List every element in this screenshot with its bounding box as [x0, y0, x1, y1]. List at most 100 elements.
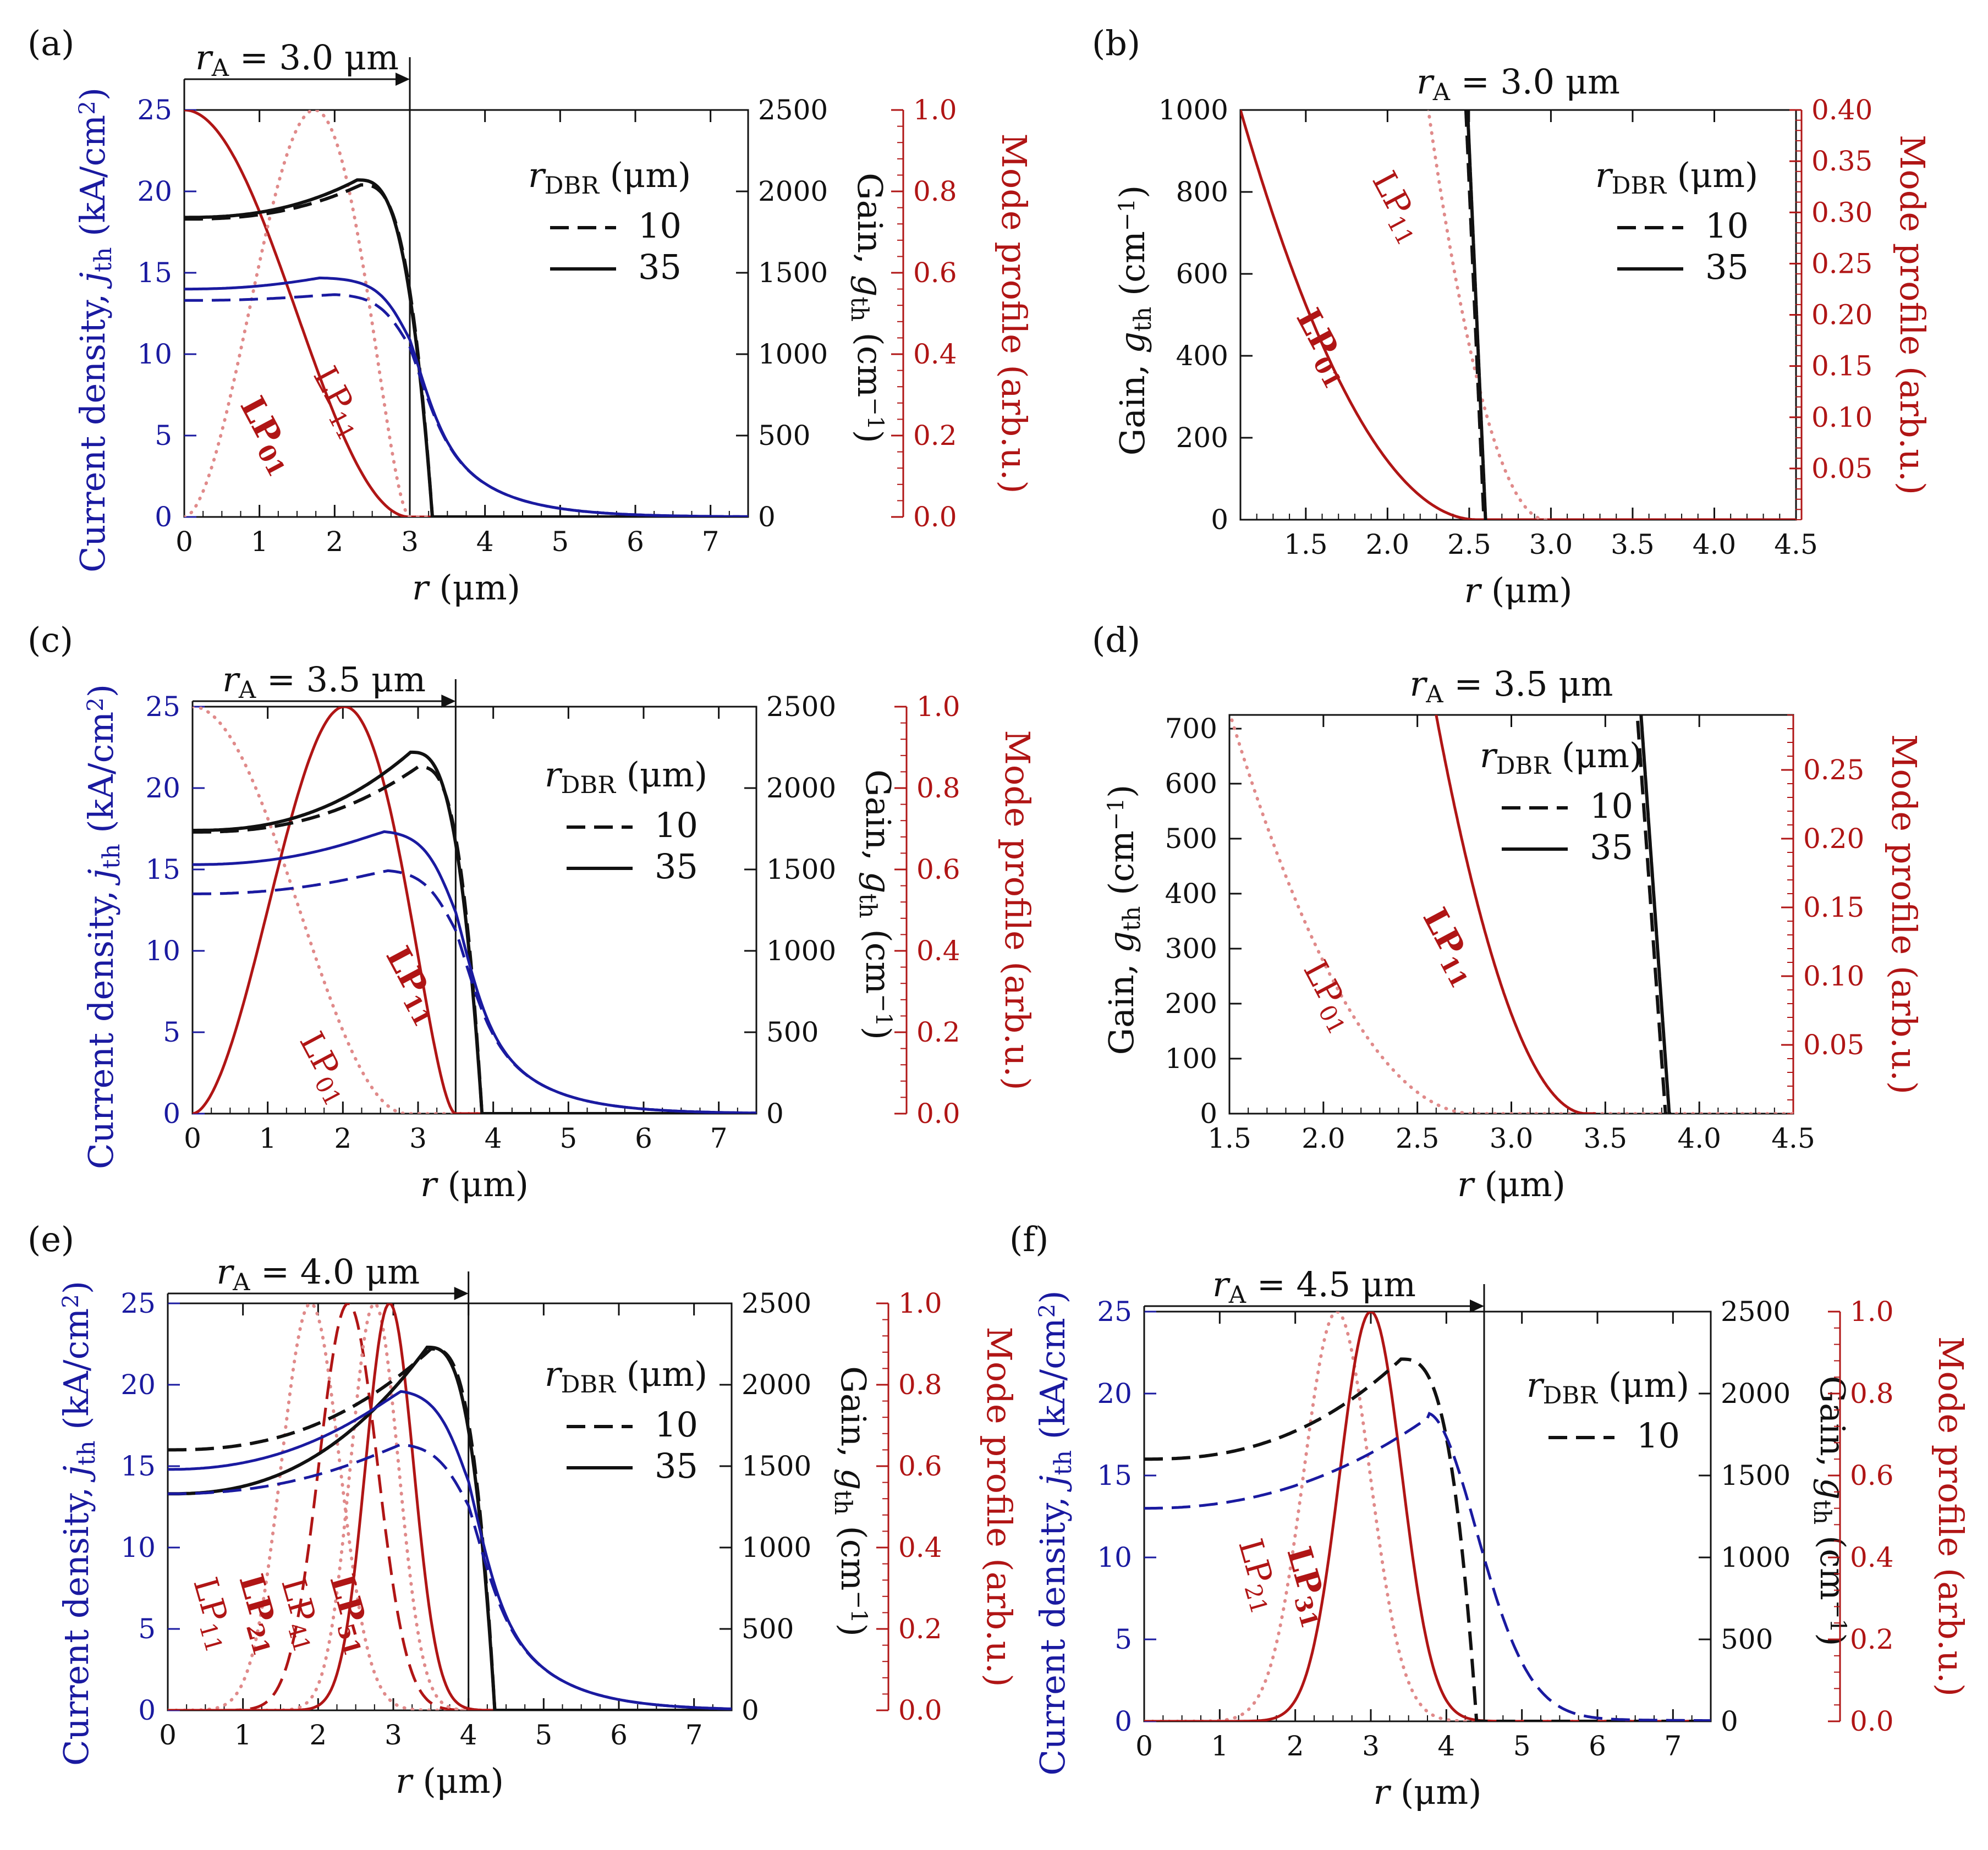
- mode-LP11-line: [1435, 715, 1596, 1114]
- jth-tick-label: 0: [163, 1098, 180, 1130]
- legend-title: rDBR (μm): [1480, 735, 1643, 780]
- gain-axis-label: Gain, gth (cm−1): [1112, 185, 1157, 456]
- mode-tick-label: 0.15: [1811, 350, 1872, 382]
- jth-tick-label: 10: [137, 338, 172, 370]
- x-tick-label: 1: [259, 1122, 277, 1154]
- panel-label: (e): [28, 1219, 74, 1259]
- mode-tick-label: 0.20: [1803, 823, 1864, 855]
- gain-axis-label: Gain, gth (cm−1): [1808, 1376, 1853, 1647]
- jth-tick-label: 25: [1097, 1296, 1132, 1328]
- plot-area: [1240, 110, 1796, 520]
- jth-10-line: [168, 1443, 732, 1710]
- legend-entry: 35: [638, 247, 682, 287]
- x-tick-label: 2.0: [1301, 1122, 1346, 1154]
- x-tick-label: 3: [385, 1719, 402, 1751]
- mode-LP21-line: [168, 1303, 732, 1710]
- rA-label: rA = 3.5 μm: [222, 659, 426, 704]
- mode-tick-label: 0.2: [1850, 1623, 1894, 1655]
- mode-tick-label: 0.0: [898, 1694, 942, 1726]
- x-tick-label: 5: [559, 1122, 577, 1154]
- mode-tick-label: 1.0: [916, 691, 960, 723]
- plot-area: [184, 110, 748, 517]
- mode-tick-label: 1.0: [1850, 1296, 1894, 1328]
- gain-tick-label: 400: [1176, 340, 1228, 372]
- gain-35-line: [1639, 715, 1671, 1114]
- jth-tick-label: 10: [145, 935, 180, 967]
- mode-LP11-line: [193, 707, 756, 1114]
- jth-tick-label: 10: [120, 1532, 156, 1563]
- jth-tick-label: 20: [145, 772, 180, 804]
- mode-LP31-line: [1144, 1312, 1711, 1721]
- x-tick-label: 0: [1135, 1730, 1153, 1762]
- plot-area: [1229, 715, 1793, 1114]
- gain-10-line: [184, 183, 748, 517]
- jth-10-line: [184, 293, 748, 517]
- x-tick-label: 3.5: [1584, 1122, 1628, 1154]
- legend-title: rDBR (μm): [1526, 1365, 1689, 1409]
- mode-tick-label: 0.05: [1803, 1029, 1864, 1061]
- mode-tick-label: 0.6: [913, 257, 957, 289]
- legend-title: rDBR (μm): [1595, 155, 1758, 200]
- jth-tick-label: 5: [155, 420, 172, 452]
- jth-tick-label: 25: [137, 94, 172, 126]
- x-tick-label: 3: [1362, 1730, 1380, 1762]
- x-tick-label: 2.0: [1366, 528, 1410, 560]
- jth-35-line: [168, 1390, 732, 1710]
- mode-tick-label: 0.25: [1803, 754, 1864, 786]
- rA-arrow-head: [454, 1287, 469, 1300]
- gain-10-line: [168, 1347, 732, 1710]
- mode-tick-label: 0.4: [913, 338, 957, 370]
- rA-arrow-head: [1470, 1300, 1484, 1313]
- mode-axis-label: Mode profile (arb.u.): [994, 133, 1034, 493]
- x-tick-label: 2.5: [1396, 1122, 1440, 1154]
- mode-axis-label: Mode profile (arb.u.): [1931, 1336, 1971, 1697]
- legend-entry: 10: [638, 206, 682, 246]
- jth-tick-label: 5: [138, 1613, 156, 1645]
- gain-tick-label: 1000: [758, 338, 828, 370]
- gain-tick-label: 500: [1165, 823, 1217, 855]
- jth-tick-label: 15: [120, 1450, 156, 1482]
- legend-entry: 35: [1590, 827, 1633, 867]
- gain-tick-label: 1000: [742, 1532, 811, 1563]
- panel-f: (f) 0 1 2 3 4 5 6 7 r (μm) 0 5 10 15 20 25 Current densi…: [1009, 1219, 1971, 1812]
- gain-10-line: [1464, 110, 1486, 520]
- legend-title: rDBR (μm): [545, 1354, 707, 1398]
- jth-tick-label: 0: [1114, 1705, 1132, 1737]
- mode-tick-label: 0.05: [1811, 453, 1872, 484]
- x-tick-label: 5: [1513, 1730, 1531, 1762]
- mode-tick-label: 0.4: [1850, 1541, 1894, 1573]
- gain-tick-label: 1000: [766, 935, 836, 967]
- gain-tick-label: 2500: [742, 1287, 811, 1319]
- legend-entry: 35: [655, 846, 698, 887]
- gain-tick-label: 500: [742, 1613, 794, 1645]
- x-tick-label: 6: [1589, 1730, 1606, 1762]
- mode-tick-label: 0.30: [1811, 196, 1872, 228]
- x-tick-label: 2: [309, 1719, 327, 1751]
- x-tick-label: 1: [251, 526, 268, 558]
- gain-tick-label: 0: [1211, 504, 1228, 536]
- mode-label-LP11: LP11: [1412, 902, 1487, 993]
- rA-label: rA = 3.0 μm: [195, 37, 399, 82]
- gain-tick-label: 2500: [1721, 1296, 1791, 1328]
- x-tick-label: 3: [409, 1122, 427, 1154]
- gain-axis-label: Gain, gth (cm−1): [829, 1366, 874, 1637]
- mode-tick-label: 0.8: [916, 772, 960, 804]
- x-axis-label: r (μm): [1464, 570, 1573, 610]
- mode-tick-label: 0.2: [916, 1016, 960, 1048]
- x-tick-label: 4.5: [1771, 1122, 1815, 1154]
- gain-tick-label: 1500: [758, 257, 828, 289]
- mode-LP01-line: [184, 110, 748, 517]
- jth-tick-label: 20: [137, 175, 172, 207]
- x-tick-label: 4: [1437, 1730, 1455, 1762]
- jth-tick-label: 10: [1097, 1541, 1132, 1573]
- x-tick-label: 3.0: [1529, 528, 1573, 560]
- jth-10-line: [1144, 1412, 1711, 1721]
- legend-entry: 10: [1705, 206, 1749, 246]
- gain-tick-label: 0: [766, 1098, 784, 1130]
- mode-tick-label: 0.2: [898, 1613, 942, 1645]
- panel-b: (b) 1.5 2.0 2.5 3.0 3.5 4.0 4.5 r (μm) 0 200 400 600…: [1092, 23, 1932, 610]
- gain-10-line: [1144, 1357, 1711, 1721]
